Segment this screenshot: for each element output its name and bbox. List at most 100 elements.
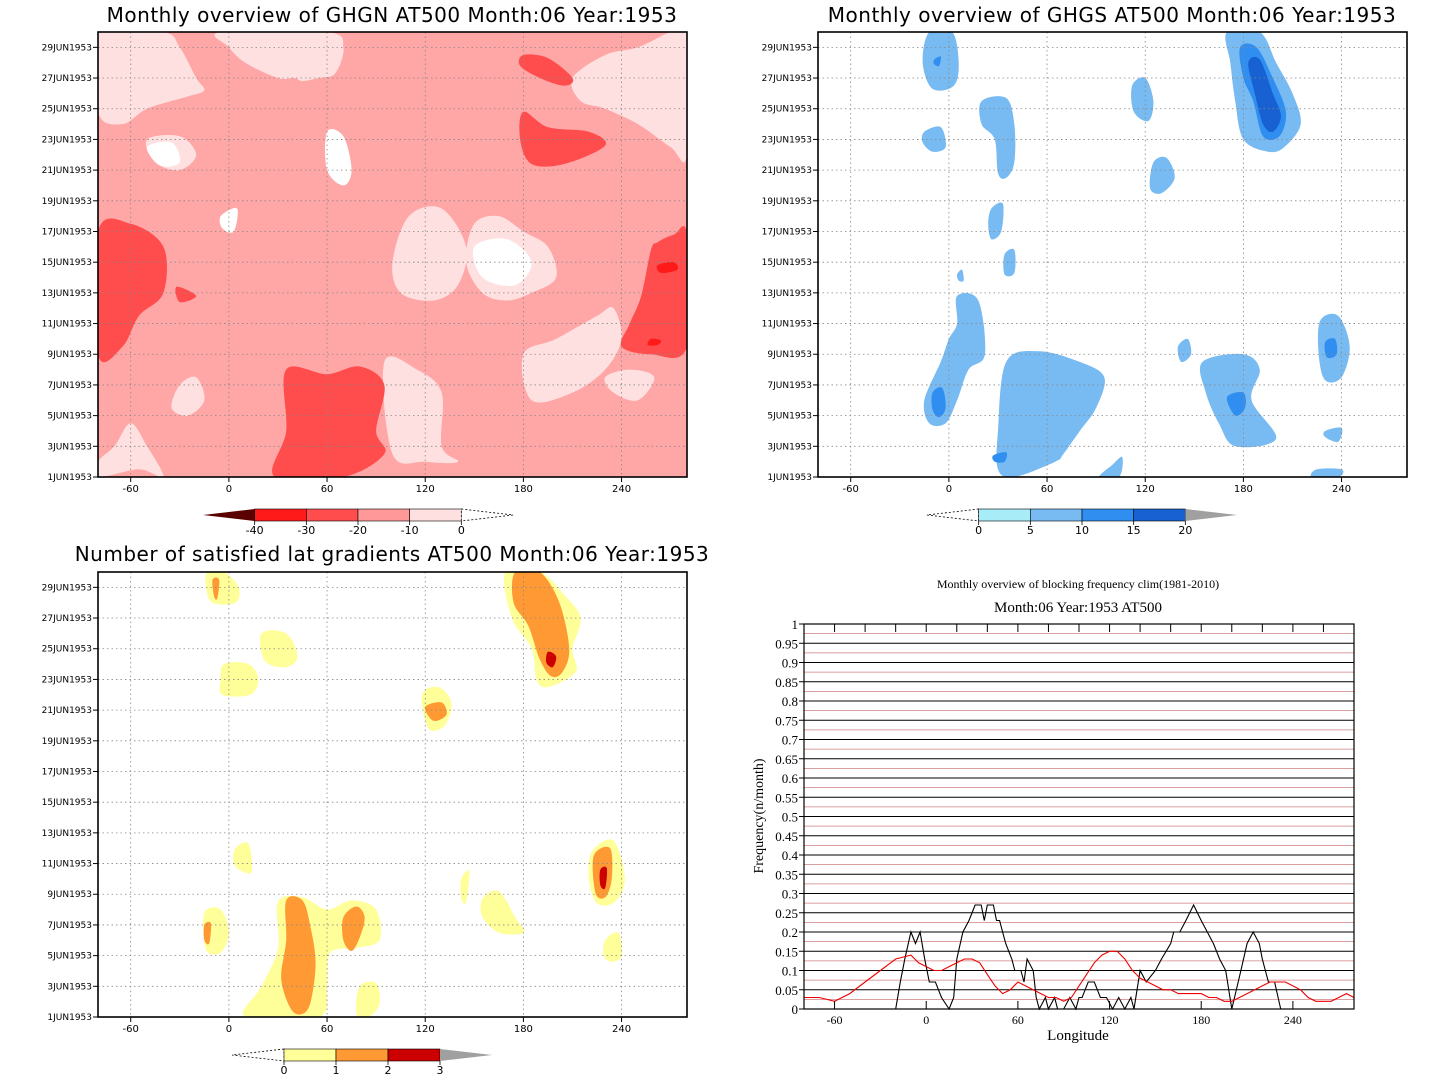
grad-contour-region	[355, 981, 380, 1017]
ghgs-ytick-label: 9JUN1953	[767, 350, 812, 360]
frequency-xtick-label: 60	[1012, 1013, 1024, 1027]
ghgs-ytick-label: 7JUN1953	[767, 381, 812, 391]
frequency-ytick-label: 0.35	[775, 867, 798, 882]
ghgs-ytick-label: 13JUN1953	[762, 289, 812, 299]
ghgn-contour-region	[272, 366, 386, 477]
grad-ytick-label: 5JUN1953	[47, 952, 92, 962]
ghgs-frame	[817, 31, 1408, 478]
frequency-ytick-label: 0.65	[775, 752, 798, 767]
grad-xtick-label: 120	[416, 1024, 435, 1035]
ghgs-ytick-label: 5JUN1953	[767, 412, 812, 422]
frequency-ytick-label: 0.45	[775, 829, 798, 844]
frequency-grid	[804, 633, 1354, 1000]
grad-ytick-label: 7JUN1953	[47, 921, 92, 931]
ghgn-frame	[97, 31, 688, 478]
ghgs-contour-region	[1248, 56, 1281, 133]
frequency-xtick-label: 120	[1101, 1013, 1119, 1027]
frequency-ytick-label: 0.9	[782, 656, 798, 671]
grad-xtick-label: 60	[321, 1024, 334, 1035]
frequency-axes: 0 0.05 0.1 0.15 0.2 0.25 0.3 0.35 0.4 0.45 0.5 0.55…	[775, 617, 1355, 1027]
grad-contour-region	[545, 651, 557, 668]
ghgs-panel: Monthly overview of GHGS AT500 Month:06 …	[762, 3, 1408, 537]
ghgs-colorbar-label: 10	[1075, 524, 1089, 537]
ghgn-ytick-label: 3JUN1953	[47, 442, 92, 452]
ghgn-contour-region	[146, 141, 181, 167]
ghgs-ytick-label: 27JUN1953	[762, 74, 812, 84]
ghgs-contour-region	[1310, 468, 1344, 477]
ghgs-ytick-label: 23JUN1953	[762, 135, 812, 145]
ghgn-contour-region	[325, 129, 352, 186]
ghgn-contour-region	[382, 356, 459, 464]
ghgn-ytick-label: 27JUN1953	[42, 74, 92, 84]
ghgn-xtick-label: 60	[321, 484, 334, 495]
ghgs-colorbar-label: 15	[1127, 524, 1141, 537]
ghgn-contour-region	[472, 238, 532, 286]
ghgs-contour-region	[996, 351, 1105, 477]
grad-contour-region	[203, 907, 229, 955]
grad-ytick-label: 1JUN1953	[47, 1013, 92, 1023]
ghgs-xtick-label: 120	[1136, 484, 1155, 495]
grad-contour-region	[425, 702, 447, 722]
ghgs-contour-region	[1226, 392, 1246, 416]
grad-frame	[97, 571, 688, 1018]
ghgs-colorbar-label: 0	[975, 524, 982, 537]
grad-contour-region	[233, 842, 253, 874]
ghgn-colorbar-triangle	[460, 508, 514, 522]
ghgn-colorbar-box	[357, 508, 410, 522]
ghgn-colorbar-box	[254, 508, 307, 522]
ghgn-colorbar-label: -40	[246, 524, 264, 537]
ghgs-contour-region	[921, 126, 946, 152]
ghgn-contour-region	[518, 54, 574, 86]
ghgs-colorbar-box	[978, 508, 1031, 522]
grad-ytick-label: 9JUN1953	[47, 890, 92, 900]
ghgn-colorbar-triangle	[203, 509, 255, 521]
grad-ytick-label: 29JUN1953	[42, 583, 92, 593]
grad-base-fill	[98, 572, 687, 1017]
frequency-ytick-label: 0.05	[775, 983, 798, 998]
ghgn-xtick-label: 240	[612, 484, 631, 495]
grad-contour-region	[599, 866, 608, 890]
ghgs-ytick-label: 25JUN1953	[762, 105, 812, 115]
ghgn-ytick-label: 1JUN1953	[47, 473, 92, 483]
grad-contour-region	[511, 572, 570, 678]
gradient-colorbar: 0 1 2 3	[231, 1048, 492, 1077]
ghgs-contour-region	[988, 202, 1004, 240]
ghgn-xtick-label: 180	[514, 484, 533, 495]
grad-colorbar-box	[335, 1048, 389, 1062]
ghgs-ytick-label: 19JUN1953	[762, 197, 812, 207]
ghgs-axes: 1JUN1953 3JUN1953 5JUN1953 7JUN1953 9JUN1953…	[762, 31, 1408, 495]
frequency-subtitle: Month:06 Year:1953 AT500	[994, 600, 1162, 616]
frequency-xtick-label: -60	[827, 1013, 843, 1027]
frequency-ytick-label: 0.3	[782, 887, 798, 902]
ghgn-ytick-label: 11JUN1953	[42, 320, 92, 330]
ghgs-ytick-label: 11JUN1953	[762, 320, 812, 330]
grad-xtick-label: 240	[612, 1024, 631, 1035]
ghgn-contour-region	[392, 206, 467, 301]
grad-colorbar-label: 2	[385, 1064, 392, 1077]
grad-contour-region	[460, 870, 470, 905]
ghgs-colorbar-label: 5	[1027, 524, 1034, 537]
frequency-series	[804, 903, 1355, 1011]
ghgs-colorbar: 0 5 10 15 20	[926, 508, 1237, 537]
ghgn-ytick-label: 23JUN1953	[42, 135, 92, 145]
ghgn-contours	[98, 32, 687, 477]
grad-contour-region	[212, 577, 220, 600]
ghgs-contour-region	[922, 32, 959, 91]
ghgn-xtick-label: 0	[226, 484, 232, 495]
ghgn-contour-region	[647, 338, 662, 346]
ghgs-xtick-label: 0	[946, 484, 952, 495]
ghgn-contour-region	[219, 207, 238, 233]
ghgn-colorbar-label: 0	[458, 524, 465, 537]
frequency-ytick-label: 0.8	[782, 694, 798, 709]
ghgn-colorbar: -40 -30 -20 -10 0	[203, 508, 514, 537]
ghgs-xtick-label: 60	[1041, 484, 1054, 495]
grad-colorbar-label: 0	[281, 1064, 288, 1077]
gradient-axes: 1JUN1953 3JUN1953 5JUN1953 7JUN1953 9JUN1953…	[42, 571, 688, 1035]
grad-contour-region	[342, 906, 365, 952]
frequency-ytick-label: 0.15	[775, 944, 798, 959]
grad-ytick-label: 19JUN1953	[42, 737, 92, 747]
grad-colorbar-box	[387, 1048, 441, 1062]
ghgs-contour-region	[1099, 456, 1123, 477]
ghgs-contour-region	[979, 96, 1016, 179]
ghgs-contour-region	[1149, 156, 1175, 194]
